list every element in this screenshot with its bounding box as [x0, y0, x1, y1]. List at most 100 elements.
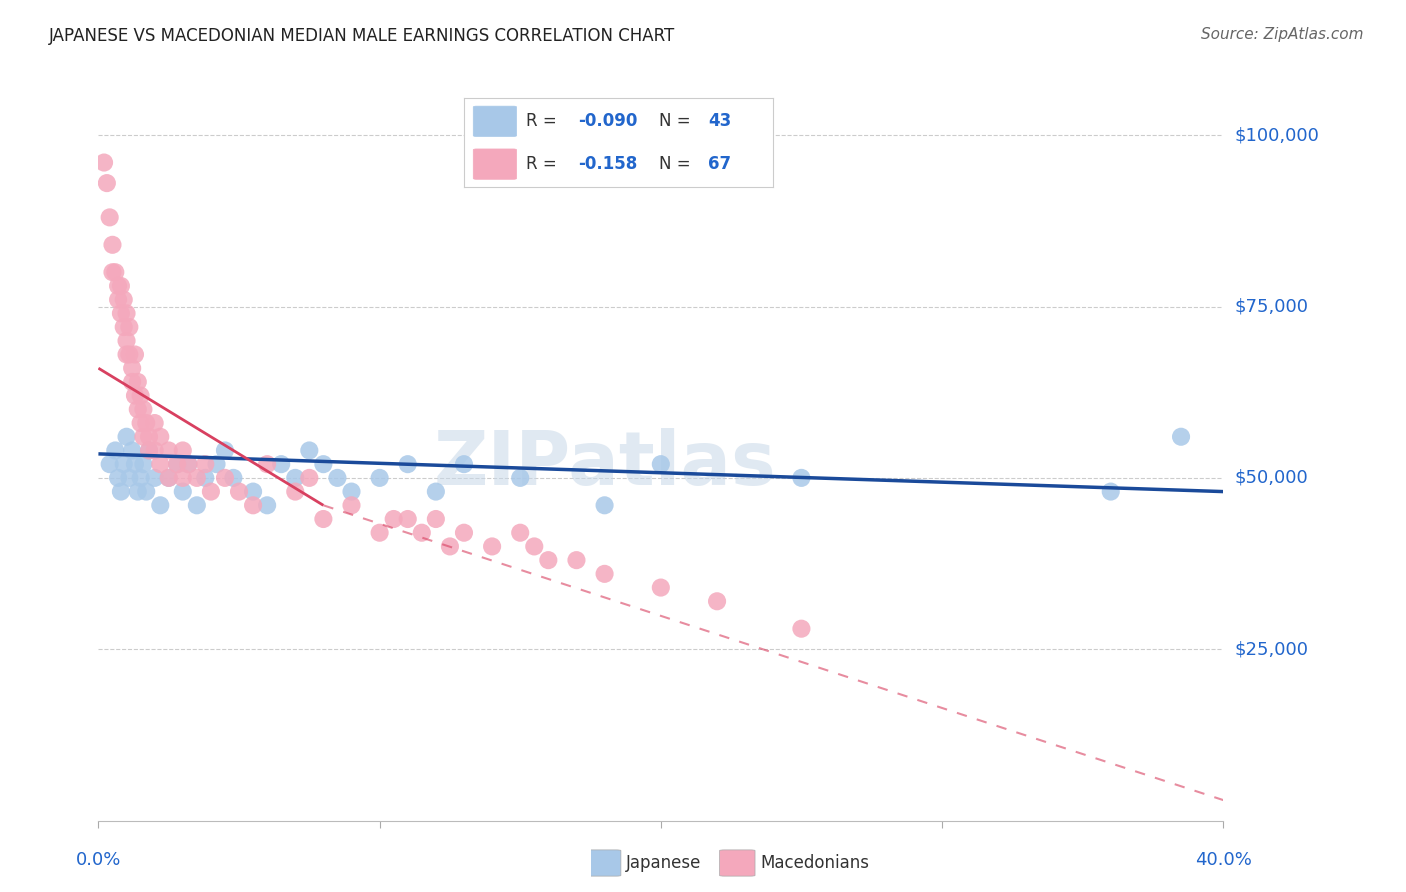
Point — [104, 443, 127, 458]
Point — [149, 430, 172, 444]
Point — [112, 457, 135, 471]
Point — [135, 484, 157, 499]
Point — [98, 457, 121, 471]
Point — [650, 457, 672, 471]
FancyBboxPatch shape — [474, 149, 516, 179]
Point — [121, 443, 143, 458]
Point — [115, 334, 138, 348]
Point — [124, 457, 146, 471]
Point — [425, 484, 447, 499]
Point — [256, 457, 278, 471]
Point — [481, 540, 503, 554]
Point — [121, 361, 143, 376]
Point — [132, 457, 155, 471]
Point — [118, 471, 141, 485]
Point — [132, 430, 155, 444]
Point — [326, 471, 349, 485]
Text: -0.090: -0.090 — [578, 112, 638, 130]
Point — [112, 320, 135, 334]
Point — [118, 347, 141, 361]
Point — [121, 375, 143, 389]
Point — [1099, 484, 1122, 499]
Point — [172, 471, 194, 485]
Point — [368, 471, 391, 485]
Point — [706, 594, 728, 608]
Point — [143, 416, 166, 430]
Point — [186, 498, 208, 512]
Point — [104, 265, 127, 279]
Point — [93, 155, 115, 169]
Point — [790, 471, 813, 485]
Point — [115, 306, 138, 320]
Point — [593, 566, 616, 581]
Point — [129, 416, 152, 430]
FancyBboxPatch shape — [585, 850, 621, 876]
Point — [166, 457, 188, 471]
Point — [127, 402, 149, 417]
Point — [132, 402, 155, 417]
Point — [382, 512, 405, 526]
Point — [396, 457, 419, 471]
Point — [1170, 430, 1192, 444]
Point — [129, 471, 152, 485]
Point — [124, 347, 146, 361]
Point — [509, 525, 531, 540]
Point — [509, 471, 531, 485]
Point — [127, 484, 149, 499]
Point — [222, 471, 245, 485]
Point — [166, 457, 188, 471]
Point — [312, 457, 335, 471]
Point — [214, 471, 236, 485]
Point — [138, 443, 160, 458]
Point — [143, 471, 166, 485]
Point — [284, 471, 307, 485]
Point — [228, 484, 250, 499]
Text: $50,000: $50,000 — [1234, 469, 1308, 487]
Point — [177, 457, 200, 471]
Point — [650, 581, 672, 595]
Text: Macedonians: Macedonians — [761, 854, 869, 872]
Point — [177, 457, 200, 471]
FancyBboxPatch shape — [474, 106, 516, 136]
Point — [107, 279, 129, 293]
Text: $75,000: $75,000 — [1234, 298, 1309, 316]
Point — [214, 443, 236, 458]
Point — [101, 237, 124, 252]
Text: 43: 43 — [709, 112, 731, 130]
Point — [312, 512, 335, 526]
Point — [270, 457, 292, 471]
Point — [453, 525, 475, 540]
Text: Source: ZipAtlas.com: Source: ZipAtlas.com — [1201, 27, 1364, 42]
Point — [127, 375, 149, 389]
Text: -0.158: -0.158 — [578, 155, 638, 173]
Point — [565, 553, 588, 567]
Point — [537, 553, 560, 567]
Point — [453, 457, 475, 471]
Point — [284, 484, 307, 499]
Point — [340, 498, 363, 512]
Point — [205, 457, 228, 471]
Point — [110, 306, 132, 320]
Text: $25,000: $25,000 — [1234, 640, 1309, 658]
Text: N =: N = — [659, 112, 696, 130]
Text: 0.0%: 0.0% — [76, 851, 121, 869]
Point — [200, 484, 222, 499]
Point — [242, 484, 264, 499]
Point — [138, 430, 160, 444]
Point — [110, 279, 132, 293]
Point — [129, 389, 152, 403]
Text: Japanese: Japanese — [626, 854, 702, 872]
Point — [172, 443, 194, 458]
Point — [298, 443, 321, 458]
Point — [439, 540, 461, 554]
Point — [98, 211, 121, 225]
Point — [523, 540, 546, 554]
Point — [138, 443, 160, 458]
Point — [115, 430, 138, 444]
Point — [340, 484, 363, 499]
Point — [186, 471, 208, 485]
FancyBboxPatch shape — [720, 850, 755, 876]
Point — [157, 471, 180, 485]
Point — [396, 512, 419, 526]
Point — [143, 443, 166, 458]
